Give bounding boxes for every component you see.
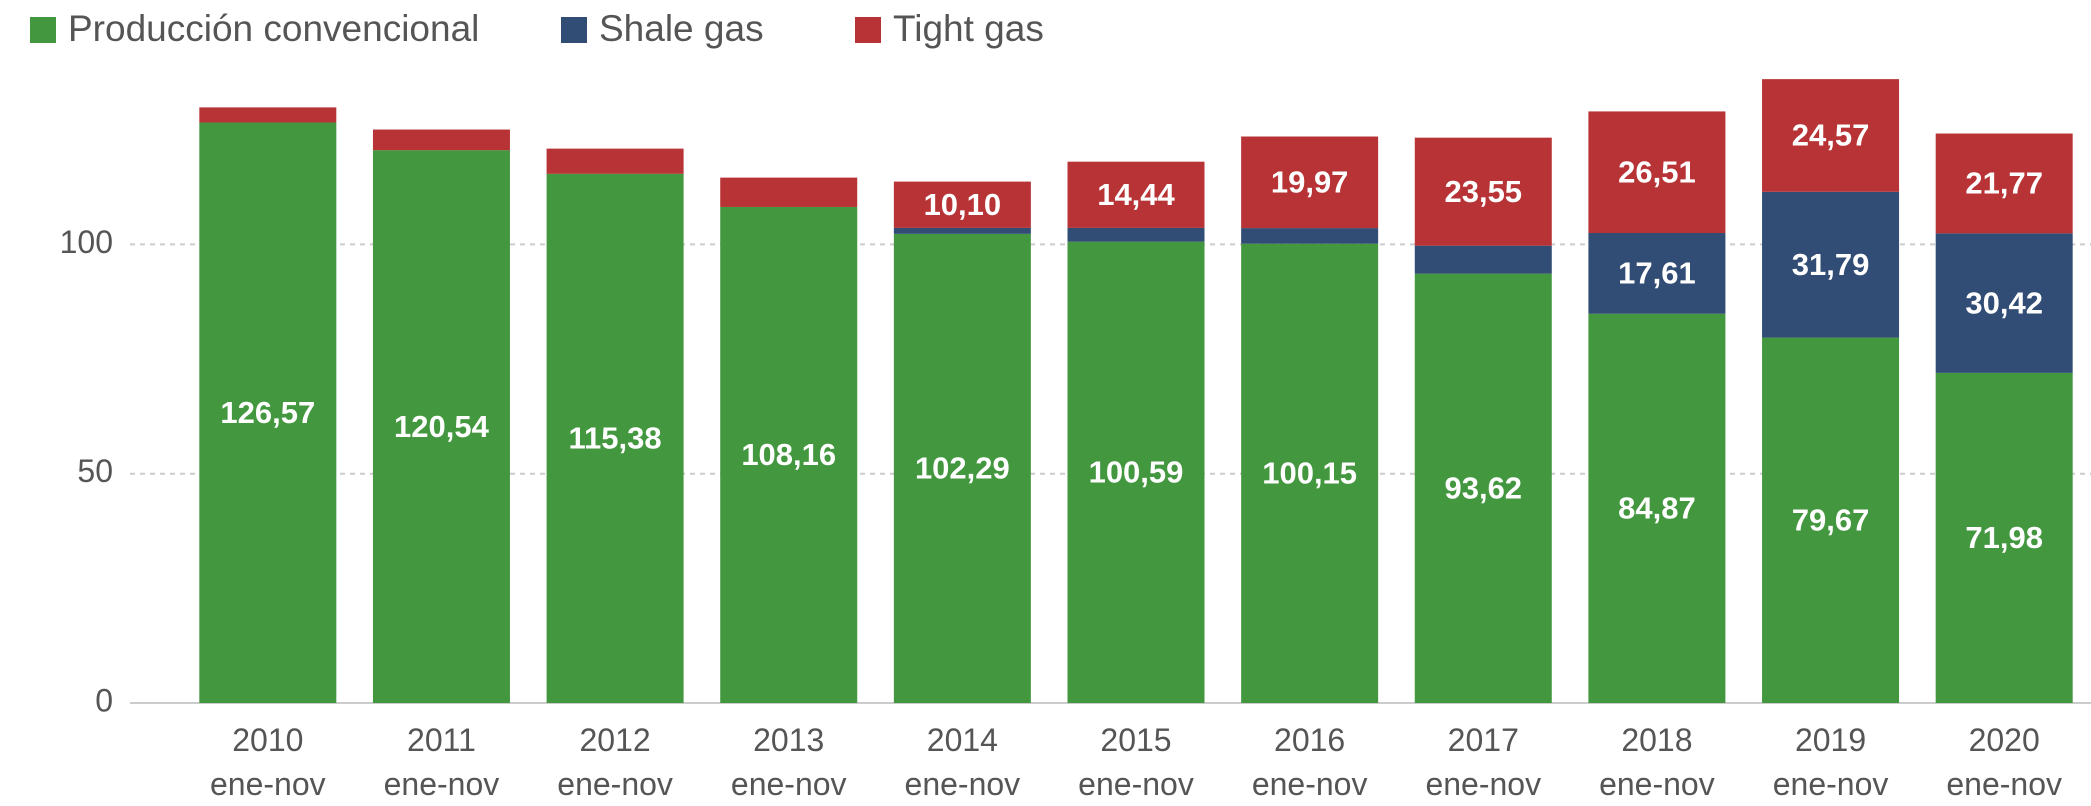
bar-segment [199, 107, 337, 123]
bar-segment [546, 173, 684, 703]
bar-segment [1935, 233, 2073, 373]
data-label: 26,51 [1618, 154, 1696, 189]
data-label: 84,87 [1618, 491, 1696, 526]
data-label: 19,97 [1271, 164, 1349, 199]
data-label: 120,54 [394, 409, 490, 444]
bar-segment [372, 150, 510, 704]
bar-segment [372, 129, 510, 151]
data-label: 79,67 [1792, 502, 1870, 537]
data-label: 23,55 [1444, 174, 1522, 209]
x-tick-label: 2017 ene-nov [1425, 722, 1541, 802]
bar-segment [1588, 313, 1726, 703]
y-tick-label: 50 [77, 453, 113, 489]
legend-swatch [561, 17, 587, 43]
bar-segment [1588, 233, 1726, 314]
bar-segment [1935, 133, 2073, 234]
bar-segment [1067, 241, 1205, 703]
legend-label: Tight gas [893, 8, 1044, 49]
bar-segment [1762, 79, 1900, 192]
x-tick-label: 2020 ene-nov [1946, 722, 2062, 802]
bar-segment [1935, 372, 2073, 703]
data-label: 126,57 [220, 395, 315, 430]
legend-swatch [855, 17, 881, 43]
legend-label: Shale gas [599, 8, 764, 49]
bar-segment [1241, 243, 1379, 703]
bar-segment [1067, 161, 1205, 228]
data-label: 17,61 [1618, 256, 1696, 291]
data-label: 14,44 [1097, 177, 1175, 212]
x-tick-label: 2015 ene-nov [1078, 722, 1194, 802]
data-label: 102,29 [915, 451, 1010, 486]
bar-segment [199, 122, 337, 703]
bar-segment [1241, 136, 1379, 229]
data-label: 71,98 [1965, 520, 2043, 555]
bar-segment [1241, 228, 1379, 244]
x-tick-label: 2013 ene-nov [731, 722, 847, 802]
y-tick-label: 100 [60, 224, 113, 260]
x-tick-label: 2019 ene-nov [1773, 722, 1889, 802]
data-label: 100,15 [1262, 456, 1357, 491]
data-label: 100,59 [1089, 455, 1184, 490]
x-tick-label: 2016 ene-nov [1252, 722, 1368, 802]
x-tick-label: 2018 ene-nov [1599, 722, 1715, 802]
data-label: 31,79 [1792, 247, 1870, 282]
bar-segment [1414, 273, 1552, 703]
bar-segment [1414, 137, 1552, 246]
data-label: 93,62 [1444, 471, 1522, 506]
x-tick-label: 2014 ene-nov [905, 722, 1021, 802]
data-label: 10,10 [924, 187, 1002, 222]
bar-segment [893, 233, 1031, 703]
bar-segment [1067, 227, 1205, 242]
y-tick-label: 0 [95, 682, 113, 718]
data-label: 30,42 [1965, 285, 2043, 320]
data-label: 21,77 [1965, 166, 2043, 201]
x-tick-label: 2010 ene-nov [210, 722, 326, 802]
bar-segment [1762, 337, 1900, 703]
x-tick-label: 2011 ene-nov [384, 722, 500, 802]
data-label: 108,16 [741, 437, 836, 472]
data-label: 24,57 [1792, 118, 1870, 153]
bar-segment [720, 177, 858, 207]
bar-segment [1414, 245, 1552, 274]
x-tick-label: 2012 ene-nov [557, 722, 673, 802]
bar-segment [546, 148, 684, 174]
data-label: 115,38 [569, 421, 662, 456]
bar-segment [893, 181, 1031, 228]
bar-segment [1762, 191, 1900, 338]
bar-segment [893, 227, 1031, 234]
legend-swatch [30, 17, 56, 43]
bar-segment [1588, 111, 1726, 234]
legend-label: Producción convencional [68, 8, 479, 49]
bar-segment [720, 206, 858, 703]
